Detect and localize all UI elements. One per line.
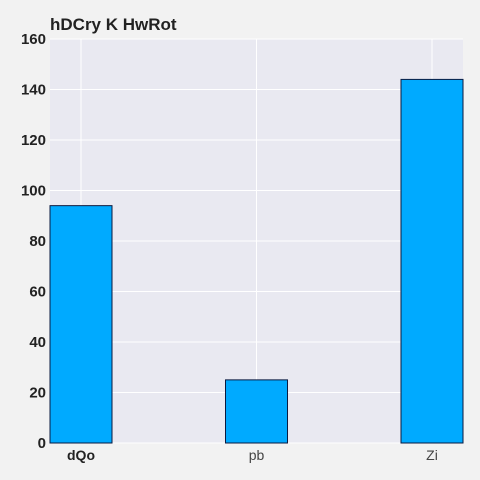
y-tick-label: 20 bbox=[29, 385, 46, 402]
x-tick-label: pb bbox=[249, 447, 265, 463]
y-tick-label: 120 bbox=[21, 132, 46, 149]
bar-dQo bbox=[49, 205, 113, 444]
x-tick-label: dQo bbox=[67, 447, 95, 463]
y-tick-label: 100 bbox=[21, 183, 46, 200]
bar-Zi bbox=[400, 78, 464, 444]
y-tick-label: 160 bbox=[21, 31, 46, 48]
y-tick-label: 80 bbox=[29, 233, 46, 250]
chart-title: hDCry K HwRot bbox=[50, 15, 177, 34]
y-tick-label: 140 bbox=[21, 82, 46, 99]
y-tick-label: 0 bbox=[38, 435, 46, 452]
x-axis-ticks: dQo pb Zi bbox=[67, 447, 438, 463]
y-tick-label: 40 bbox=[29, 334, 46, 351]
x-tick-label: Zi bbox=[426, 447, 438, 463]
y-tick-label: 60 bbox=[29, 284, 46, 301]
y-axis-ticks: 0 20 40 60 80 100 120 140 160 bbox=[21, 31, 46, 452]
bars bbox=[49, 78, 464, 444]
bar-pb bbox=[225, 379, 288, 444]
